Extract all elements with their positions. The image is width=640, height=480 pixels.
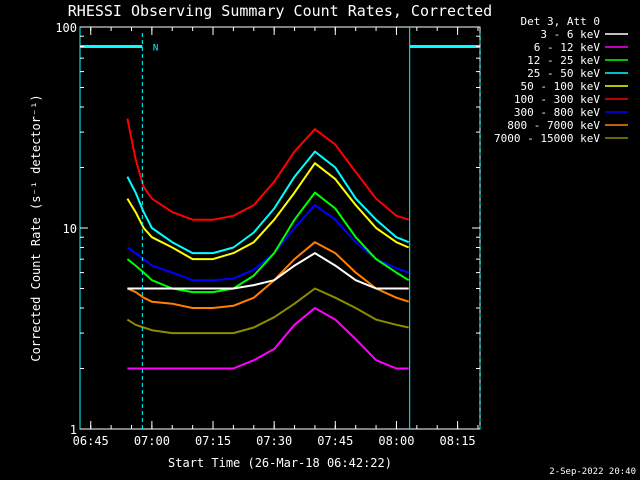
n-marker-label: N xyxy=(153,43,158,53)
y-tick-label: 1 xyxy=(70,423,77,437)
series-line xyxy=(126,118,410,221)
x-tick-label: 06:45 xyxy=(73,434,109,448)
y-tick-label: 10 xyxy=(63,222,77,236)
axis-layer: 06:45 07:00 07:15 07:30 07:45 08:00 08:15 1 10 10… xyxy=(55,21,480,448)
legend-label: 800 - 7000 keV xyxy=(507,119,600,132)
legend-label: 3 - 6 keV xyxy=(540,28,600,41)
x-tick-label: 07:00 xyxy=(134,434,170,448)
series-line xyxy=(126,287,409,335)
x-axis-label: Start Time (26-Mar-18 06:42:22) xyxy=(168,456,392,470)
series-line xyxy=(127,307,409,370)
y-tick-label: 100 xyxy=(55,21,77,35)
x-tick-label: 07:15 xyxy=(195,434,231,448)
legend-header: Det 3, Att 0 xyxy=(521,15,600,28)
timestamp: 2-Sep-2022 20:40 xyxy=(549,467,636,477)
series-line xyxy=(126,241,410,309)
legend-label: 100 - 300 keV xyxy=(514,93,600,106)
x-tick-label: 08:15 xyxy=(440,434,476,448)
series-line xyxy=(126,191,410,294)
legend-label: 300 - 800 keV xyxy=(514,106,600,119)
legend-label: 7000 - 15000 keV xyxy=(494,132,600,145)
y-axis-label: Corrected Count Rate (s⁻¹ detector⁻¹) xyxy=(29,94,43,361)
series-line xyxy=(126,150,410,255)
chart-title: RHESSI Observing Summary Count Rates, Co… xyxy=(68,2,492,20)
x-tick-label: 07:30 xyxy=(256,434,292,448)
legend-label: 6 - 12 keV xyxy=(534,41,601,54)
legend-label: 50 - 100 keV xyxy=(521,80,601,93)
legend-label: 25 - 50 keV xyxy=(527,67,600,80)
series-line xyxy=(127,252,409,290)
legend-label: 12 - 25 keV xyxy=(527,54,600,67)
series-line xyxy=(126,204,410,282)
series-line xyxy=(126,162,410,261)
series-layer xyxy=(126,118,410,370)
x-tick-label: 07:45 xyxy=(317,434,353,448)
x-tick-label: 08:00 xyxy=(378,434,414,448)
